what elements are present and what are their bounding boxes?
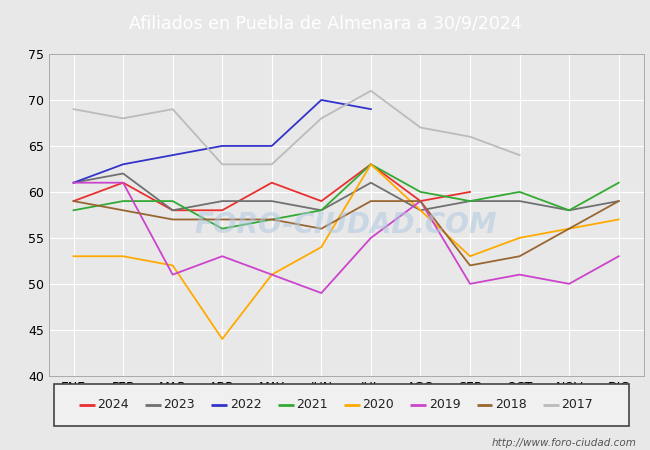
Text: 2018: 2018: [495, 399, 526, 411]
Text: Afiliados en Puebla de Almenara a 30/9/2024: Afiliados en Puebla de Almenara a 30/9/2…: [129, 14, 521, 33]
Text: 2021: 2021: [296, 399, 328, 411]
Text: FORO-CIUDAD.COM: FORO-CIUDAD.COM: [195, 211, 497, 239]
Text: 2022: 2022: [230, 399, 261, 411]
FancyBboxPatch shape: [54, 384, 629, 426]
Text: 2024: 2024: [98, 399, 129, 411]
Text: 2017: 2017: [562, 399, 593, 411]
Text: 2019: 2019: [429, 399, 460, 411]
Text: 2020: 2020: [363, 399, 394, 411]
Text: http://www.foro-ciudad.com: http://www.foro-ciudad.com: [492, 438, 637, 448]
Text: 2023: 2023: [164, 399, 195, 411]
